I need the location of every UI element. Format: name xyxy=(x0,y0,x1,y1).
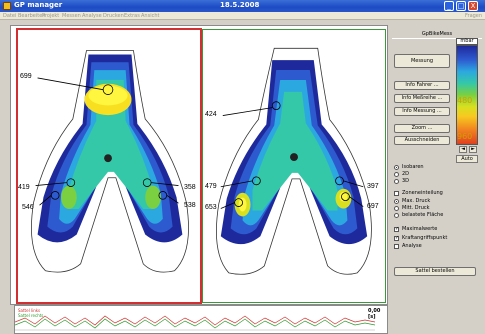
graph-time-value: 0,00 [s] xyxy=(368,308,381,320)
title-date: 18.5.2008 xyxy=(220,1,260,9)
checkbox xyxy=(394,191,399,196)
check-label: Analyse xyxy=(402,243,422,249)
menu-bar: Datei Bearbeiten Projekt Messen Analyse … xyxy=(0,12,485,20)
app-icon xyxy=(3,2,11,10)
radio-label: Max. Druck xyxy=(402,198,431,204)
menu-bearbeiten[interactable]: Bearbeiten xyxy=(18,13,46,19)
measure-button[interactable]: Messung xyxy=(394,54,450,68)
graph-legend-left: Sattel links xyxy=(18,308,41,313)
time-graph[interactable]: Sattel links Sattel rechts 0,00 [s] xyxy=(14,305,388,334)
left-value-right-upper: 358 xyxy=(184,184,196,191)
radio-dot xyxy=(394,213,399,218)
menu-drucken[interactable]: Drucken xyxy=(103,13,124,19)
radio-label: Isobaren xyxy=(402,164,424,170)
scale-right-arrow[interactable]: ► xyxy=(469,146,477,153)
left-value-left-upper: 419 xyxy=(18,184,30,191)
left-value-right-lower: 538 xyxy=(184,202,196,209)
color-scale xyxy=(456,45,478,145)
radio-dot xyxy=(394,206,399,211)
scale-left-arrow[interactable]: ◄ xyxy=(459,146,467,153)
menu-projekt[interactable]: Projekt xyxy=(42,13,60,19)
right-value-right-upper: 397 xyxy=(367,183,379,190)
right-value-left-lower: 653 xyxy=(205,204,217,211)
info-rider-button[interactable]: Info Fahrer ... xyxy=(394,81,450,90)
right-value-front: 424 xyxy=(205,111,217,118)
menu-datei[interactable]: Datei xyxy=(3,13,17,19)
menu-fragen[interactable]: Fragen xyxy=(465,13,483,19)
cut-button[interactable]: Ausschneiden xyxy=(394,136,450,145)
app-title: GP manager xyxy=(14,1,63,9)
checkbox xyxy=(394,244,399,249)
scale-label-960: 960 xyxy=(457,132,473,141)
right-pressure-map[interactable]: 424 479 653 397 697 xyxy=(202,29,386,303)
check-label: Kraftangriffspunkt xyxy=(402,235,448,241)
maximize-button[interactable]: □ xyxy=(456,1,466,11)
right-value-right-lower: 697 xyxy=(367,203,379,210)
order-saddle-button[interactable]: Sattel bestellen xyxy=(394,267,476,276)
scale-unit-button[interactable]: mbar xyxy=(456,38,478,45)
menu-analyse[interactable]: Analyse xyxy=(82,13,102,19)
close-button[interactable]: X xyxy=(468,1,478,11)
radio-dot xyxy=(394,179,399,184)
radio-label: Mitt. Druck xyxy=(402,205,430,211)
checkbox: ✓ xyxy=(394,226,400,232)
left-pressure-map[interactable]: 699 419 546 358 538 xyxy=(16,28,202,304)
time-graph-lines xyxy=(14,315,376,331)
left-value-left-lower: 546 xyxy=(22,204,34,211)
left-saddle-heatmap xyxy=(31,50,189,273)
radio-dot xyxy=(394,172,399,177)
scale-auto-button[interactable]: Auto xyxy=(456,155,478,163)
radio-label: 3D xyxy=(402,178,410,184)
radio-label: belastete Fläche xyxy=(402,212,444,218)
title-bar: GP manager 18.5.2008 _ □ X xyxy=(0,0,485,12)
menu-extras[interactable]: Extras xyxy=(124,13,140,19)
right-value-left-upper: 479 xyxy=(205,183,217,190)
zoom-button[interactable]: Zoom ... xyxy=(394,124,450,133)
scale-label-480: 480 xyxy=(457,96,473,105)
left-value-front: 699 xyxy=(20,73,32,80)
checkbox: ✓ xyxy=(394,235,400,241)
check-label: Zoneneinteilung xyxy=(402,190,443,196)
menu-ansicht[interactable]: Ansicht xyxy=(141,13,160,19)
info-measure-button[interactable]: Info Messung ... xyxy=(394,107,450,116)
right-saddle-heatmap xyxy=(216,47,372,275)
graph-legend-right: Sattel rechts xyxy=(18,313,44,318)
radio-dot xyxy=(394,165,399,170)
info-series-button[interactable]: Info Meßreihe ... xyxy=(394,94,450,103)
group-label: GpBikeMess xyxy=(392,31,482,39)
check-label: Maximalwerte xyxy=(402,226,438,232)
radio-label: 2D xyxy=(402,171,410,177)
menu-messen[interactable]: Messen xyxy=(62,13,81,19)
minimize-button[interactable]: _ xyxy=(444,1,454,11)
radio-dot xyxy=(394,199,399,204)
